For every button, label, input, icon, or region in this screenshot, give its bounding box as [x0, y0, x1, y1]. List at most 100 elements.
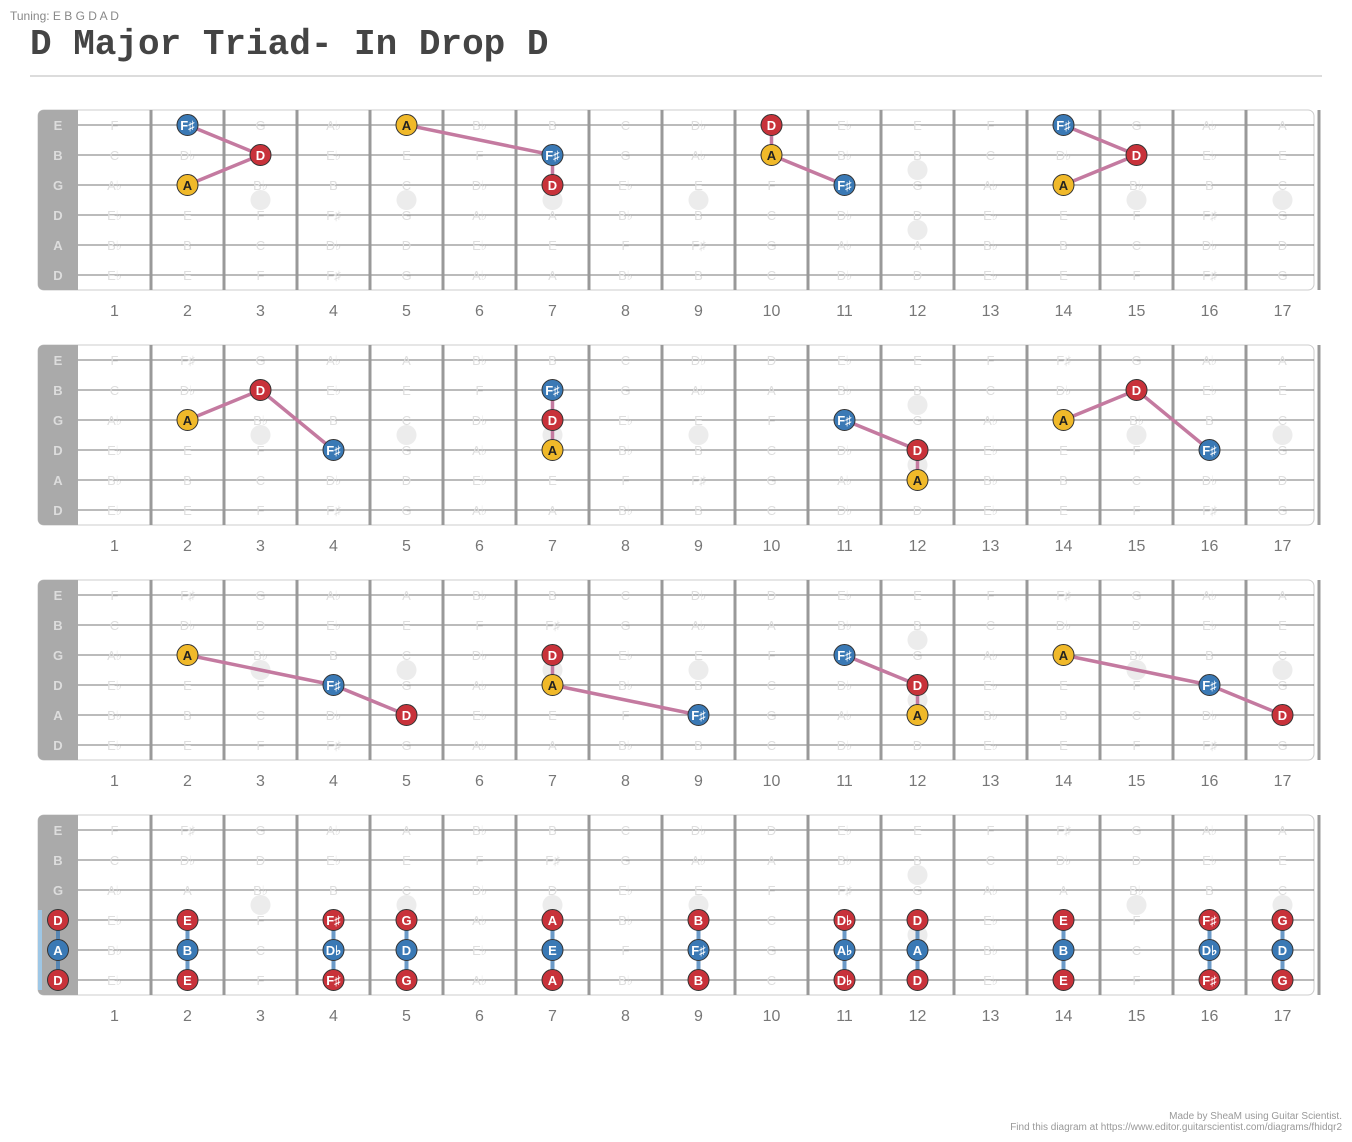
background-note-label: A — [767, 618, 776, 633]
background-note-label: G — [912, 883, 922, 898]
background-note-label: E — [694, 178, 703, 193]
background-note-label: E♭ — [107, 973, 122, 988]
background-note-label: C — [767, 738, 776, 753]
background-note-label: D♭ — [326, 238, 342, 253]
background-note-label: A — [183, 883, 192, 898]
inlay-dot — [688, 660, 709, 680]
string-name-label: D — [53, 208, 62, 223]
nut — [38, 345, 78, 525]
fret-number: 15 — [1128, 773, 1146, 790]
inlay-dot — [1126, 895, 1147, 915]
note-circle — [1198, 939, 1221, 961]
note-circle — [1125, 379, 1148, 401]
background-note-label: F — [111, 118, 119, 133]
note-marker: D — [906, 439, 929, 461]
note-label: F♯ — [326, 973, 340, 988]
note-circle — [47, 909, 69, 931]
background-note-label: G — [620, 148, 630, 163]
fret-number: 7 — [548, 773, 557, 790]
background-note-label: B♭ — [472, 353, 487, 368]
fret-number: 8 — [621, 1008, 630, 1025]
fret-number: 9 — [694, 1008, 703, 1025]
background-note-label: A♭ — [1202, 118, 1217, 133]
background-note-label: E — [548, 708, 557, 723]
note-label: F♯ — [691, 708, 705, 723]
background-note-label: C — [767, 913, 776, 928]
fret-number: 14 — [1055, 303, 1073, 320]
fret-number: 11 — [836, 303, 853, 320]
note-label: D♭ — [837, 973, 853, 988]
background-note-label: A♭ — [107, 413, 122, 428]
fret-number: 3 — [256, 538, 265, 555]
inlay-dot — [396, 895, 417, 915]
background-note-label: A♭ — [326, 353, 341, 368]
note-label: G — [1277, 913, 1287, 928]
background-note-label: C — [256, 238, 265, 253]
note-marker: D — [1271, 939, 1294, 961]
background-note-label: E♭ — [472, 943, 487, 958]
note-label: D — [1278, 943, 1287, 958]
background-note-label: F♯ — [326, 503, 340, 518]
board-frame — [37, 109, 1315, 291]
fret-number: 3 — [256, 1008, 265, 1025]
note-circle — [322, 674, 345, 696]
background-note-label: B♭ — [253, 648, 268, 663]
background-note-label: G — [912, 413, 922, 428]
background-note-label: F — [257, 208, 265, 223]
fret-number: 4 — [329, 538, 338, 555]
note-label: F♯ — [1202, 913, 1216, 928]
note-label: G — [401, 973, 411, 988]
background-note-label: E♭ — [472, 238, 487, 253]
background-note-label: B♭ — [837, 148, 852, 163]
background-note-label: F — [768, 413, 776, 428]
board-frame — [37, 579, 1315, 761]
fret-number: 4 — [329, 773, 338, 790]
background-note-label: F — [768, 178, 776, 193]
background-note-label: F — [1133, 268, 1141, 283]
background-note-label: B — [694, 678, 703, 693]
background-note-label: B♭ — [1129, 648, 1144, 663]
fret-number: 6 — [475, 303, 484, 320]
background-note-label: F — [1133, 913, 1141, 928]
background-note-label: E♭ — [326, 853, 341, 868]
background-note-label: F♯ — [1202, 208, 1216, 223]
string-name-label: B — [53, 853, 62, 868]
note-label: D — [1278, 708, 1287, 723]
fret-number: 6 — [475, 538, 484, 555]
note-marker: A — [176, 644, 199, 666]
background-note-label: B — [913, 383, 922, 398]
note-label: A — [548, 973, 558, 988]
note-circle — [833, 644, 856, 666]
note-label: A♭ — [837, 943, 853, 958]
background-note-label: B — [329, 648, 338, 663]
nut — [38, 580, 78, 760]
background-note-label: G — [255, 118, 265, 133]
background-note-label: D♭ — [1056, 148, 1072, 163]
background-note-label: F♯ — [1056, 588, 1070, 603]
background-note-label: F♯ — [1202, 268, 1216, 283]
background-note-label: D♭ — [837, 268, 853, 283]
background-note-label: E♭ — [983, 913, 998, 928]
note-label: A — [548, 678, 558, 693]
note-circle — [1125, 144, 1148, 166]
note-circle — [541, 939, 564, 961]
fret-number: 17 — [1274, 1008, 1292, 1025]
fret-number: 10 — [763, 538, 781, 555]
background-note-label: E♭ — [326, 618, 341, 633]
background-note-label: D♭ — [326, 708, 342, 723]
fret-number: 17 — [1274, 773, 1292, 790]
note-circle — [833, 909, 856, 931]
note-label: F♯ — [837, 178, 851, 193]
background-note-label: C — [1278, 648, 1287, 663]
background-note-label: C — [402, 883, 411, 898]
note-label: A — [183, 648, 193, 663]
inlay-dot — [907, 865, 928, 885]
note-label: D — [913, 443, 922, 458]
background-note-label: A — [1278, 823, 1287, 838]
note-label: D — [913, 678, 922, 693]
note-label: D♭ — [326, 943, 342, 958]
board-frame — [37, 344, 1315, 526]
background-note-label: E♭ — [107, 503, 122, 518]
note-label: G — [401, 913, 411, 928]
note-label: F♯ — [1202, 973, 1216, 988]
